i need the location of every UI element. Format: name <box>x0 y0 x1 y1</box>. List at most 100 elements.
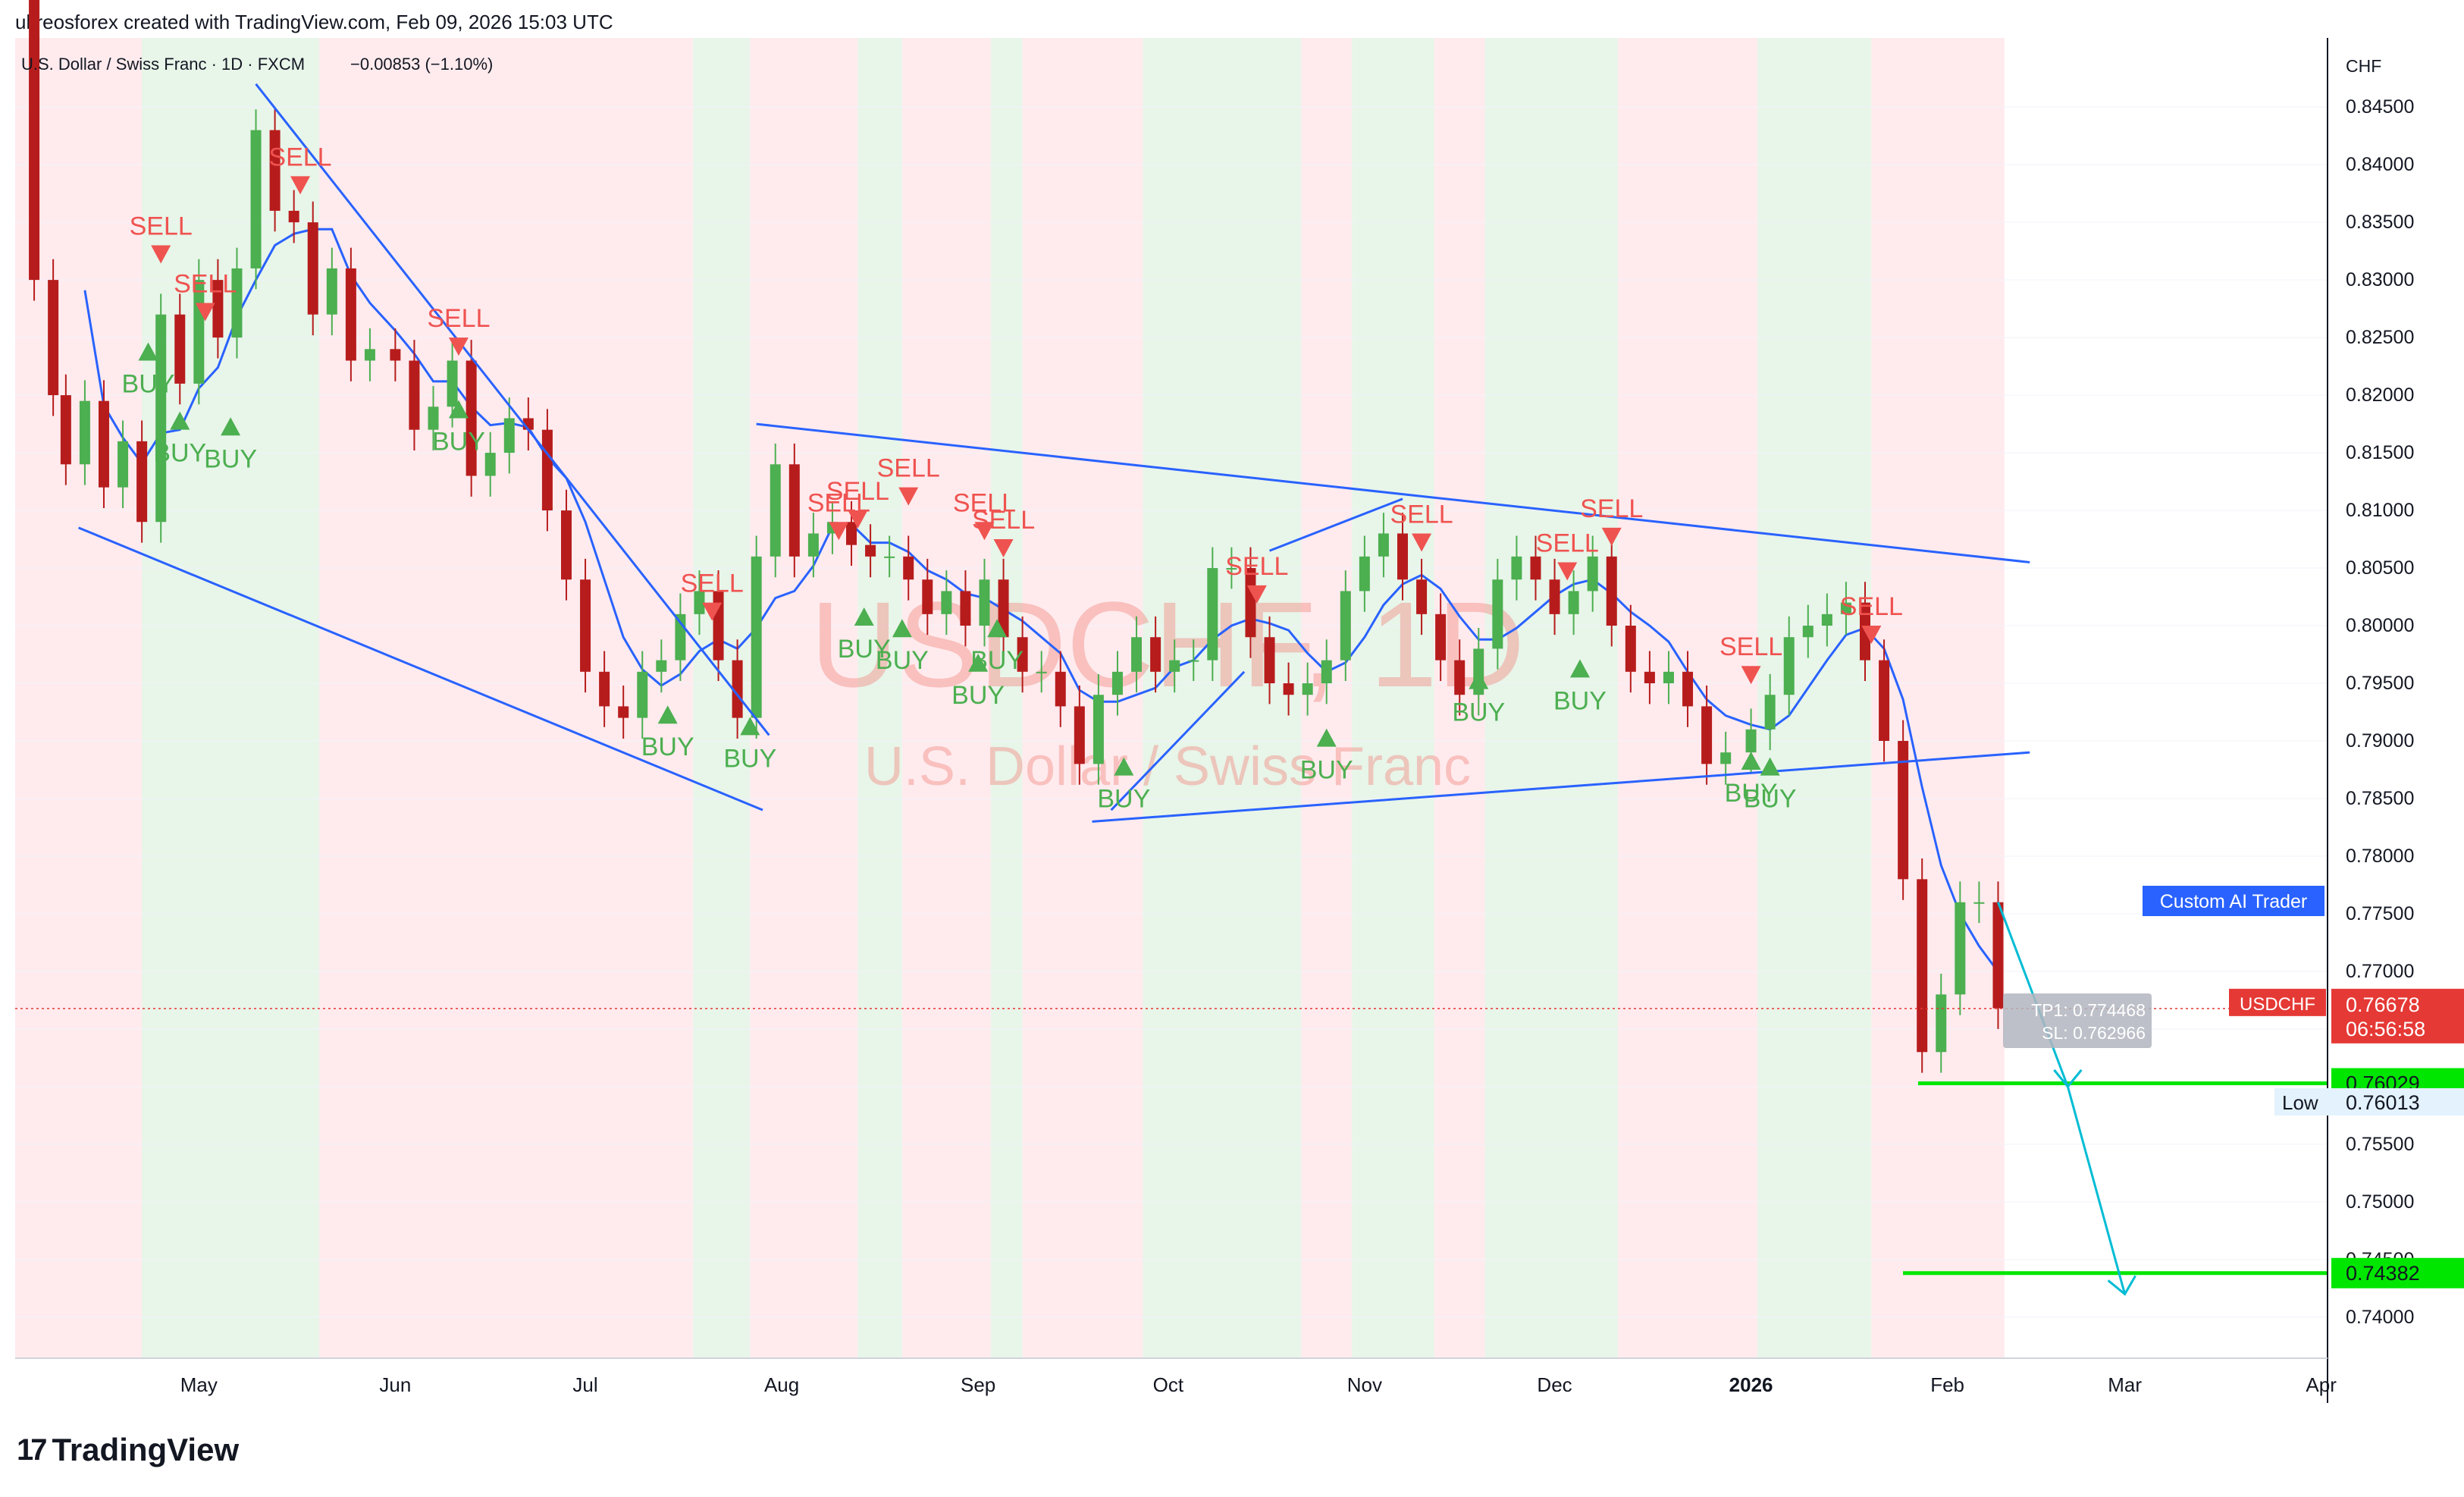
trade-tp: TP1: 0.774468 <box>2031 1000 2146 1020</box>
trendline <box>1092 751 2030 823</box>
buy-arrow-icon <box>968 653 989 672</box>
projection-path <box>1997 902 2127 1295</box>
regime-band <box>1757 38 1872 1357</box>
candle-body <box>1359 556 1370 592</box>
candle-body <box>231 268 243 338</box>
candle-body <box>1264 637 1275 684</box>
candle-body <box>960 591 971 626</box>
y-tick-label: 0.79500 <box>2346 673 2414 694</box>
buy-arrow-icon <box>138 342 158 361</box>
symbol-badge <box>2229 988 2326 1016</box>
candle-body <box>250 130 262 268</box>
candle-body <box>174 314 186 384</box>
sell-arrow-icon <box>290 176 311 195</box>
candle-body <box>1131 637 1143 672</box>
sell-arrow-icon <box>1412 533 1432 552</box>
candle-body <box>541 429 553 511</box>
symbol-change: −0.00853 (−1.10%) <box>350 55 493 74</box>
y-tick-label: 0.83500 <box>2346 212 2414 233</box>
buy-signal-label: BUY <box>1300 756 1353 785</box>
candle-body <box>846 522 857 545</box>
trendline <box>1110 670 1246 811</box>
y-tick-label: 0.74000 <box>2346 1307 2414 1328</box>
candle-body <box>1511 556 1522 580</box>
price-levels <box>15 1008 2328 1276</box>
candle-body <box>1821 614 1832 626</box>
candle-body <box>1840 602 1851 614</box>
sell-arrow-icon <box>829 522 849 541</box>
indicator-label-text: Custom AI Trader <box>2160 891 2308 912</box>
y-tick-label: 0.84500 <box>2346 96 2414 118</box>
trendlines[interactable] <box>77 83 2030 823</box>
x-tick-label: Jun <box>379 1373 411 1396</box>
buy-arrow-icon <box>221 417 241 436</box>
y-tick-label: 0.75500 <box>2346 1134 2414 1155</box>
candle-body <box>1625 626 1636 672</box>
indicator-label[interactable]: Custom AI Trader <box>2143 886 2324 916</box>
sell-arrow-icon <box>151 245 171 264</box>
candle-body <box>503 418 515 453</box>
candle-body <box>212 280 224 338</box>
candle-body <box>466 360 477 476</box>
trade-box: TP1: 0.774468 SL: 0.762966 <box>2003 993 2152 1048</box>
candle-body <box>326 268 337 315</box>
candle-body <box>1802 626 1814 638</box>
buy-arrow-icon <box>1316 728 1337 747</box>
trendline <box>255 83 770 736</box>
grid <box>15 106 2328 1318</box>
projection-arrowhead-icon <box>2107 1275 2136 1296</box>
tradingview-logo[interactable]: 17 TradingView <box>17 1432 239 1468</box>
projection-arrowhead-icon <box>2053 1069 2083 1089</box>
candle-body <box>1055 671 1066 707</box>
y-tick-label: 0.75000 <box>2346 1191 2414 1213</box>
candle-body <box>884 556 895 558</box>
candle-body <box>1587 556 1598 592</box>
buy-signal-label: BUY <box>432 427 485 456</box>
x-tick-label: Nov <box>1347 1373 1382 1396</box>
x-tick-label: Oct <box>1153 1373 1184 1396</box>
candle-body <box>428 406 439 430</box>
y-tick-label: 0.80000 <box>2346 615 2414 636</box>
sell-arrow-icon <box>702 602 723 621</box>
candle-body <box>155 314 167 523</box>
signals: SELLSELLSELLSELLSELLSELLSELLSELLSELLSELL… <box>122 143 1903 813</box>
candle-body <box>1644 671 1655 684</box>
buy-arrow-icon <box>448 400 469 419</box>
sell-signal-label: SELL <box>174 270 237 299</box>
sell-signal-label: SELL <box>1840 592 1903 621</box>
candle-body <box>922 579 933 614</box>
sell-arrow-icon <box>1246 585 1267 604</box>
regime-band <box>319 38 694 1357</box>
candle-body <box>807 533 819 557</box>
candle-body <box>269 130 281 211</box>
candle-body <box>1745 729 1757 753</box>
candle-body <box>1549 579 1560 614</box>
buy-arrow-icon <box>987 619 1008 638</box>
buy-signal-label: BUY <box>204 444 257 473</box>
candle-body <box>364 349 375 361</box>
candle-body <box>48 280 59 396</box>
candle-body <box>1092 695 1104 764</box>
candle-body <box>1701 706 1713 764</box>
candle-body <box>998 579 1009 638</box>
sell-signal-label: SELL <box>427 304 490 333</box>
chart-credit: ultreosforex created with TradingView.co… <box>15 11 613 33</box>
candle-body <box>865 545 876 557</box>
current-price-value: 0.76678 <box>2346 993 2420 1016</box>
x-tick-label: May <box>180 1373 218 1396</box>
regime-band <box>1143 38 1302 1357</box>
sell-signal-label: SELL <box>953 488 1016 517</box>
sell-signal-label: SELL <box>268 143 331 171</box>
y-tick-label: 0.81500 <box>2346 442 2414 463</box>
candle-body <box>770 464 781 557</box>
projection-arrow[interactable] <box>1997 902 2136 1296</box>
tradingview-brand: TradingView <box>52 1432 240 1467</box>
sell-arrow-icon <box>1741 666 1761 685</box>
y-tick-label: 0.78000 <box>2346 846 2414 867</box>
price-axis[interactable]: CHF <box>2327 0 2464 1497</box>
candle-body <box>345 268 356 361</box>
candle-body <box>136 441 148 523</box>
sell-signal-label: SELL <box>1225 552 1288 581</box>
candle-body <box>1720 752 1732 764</box>
